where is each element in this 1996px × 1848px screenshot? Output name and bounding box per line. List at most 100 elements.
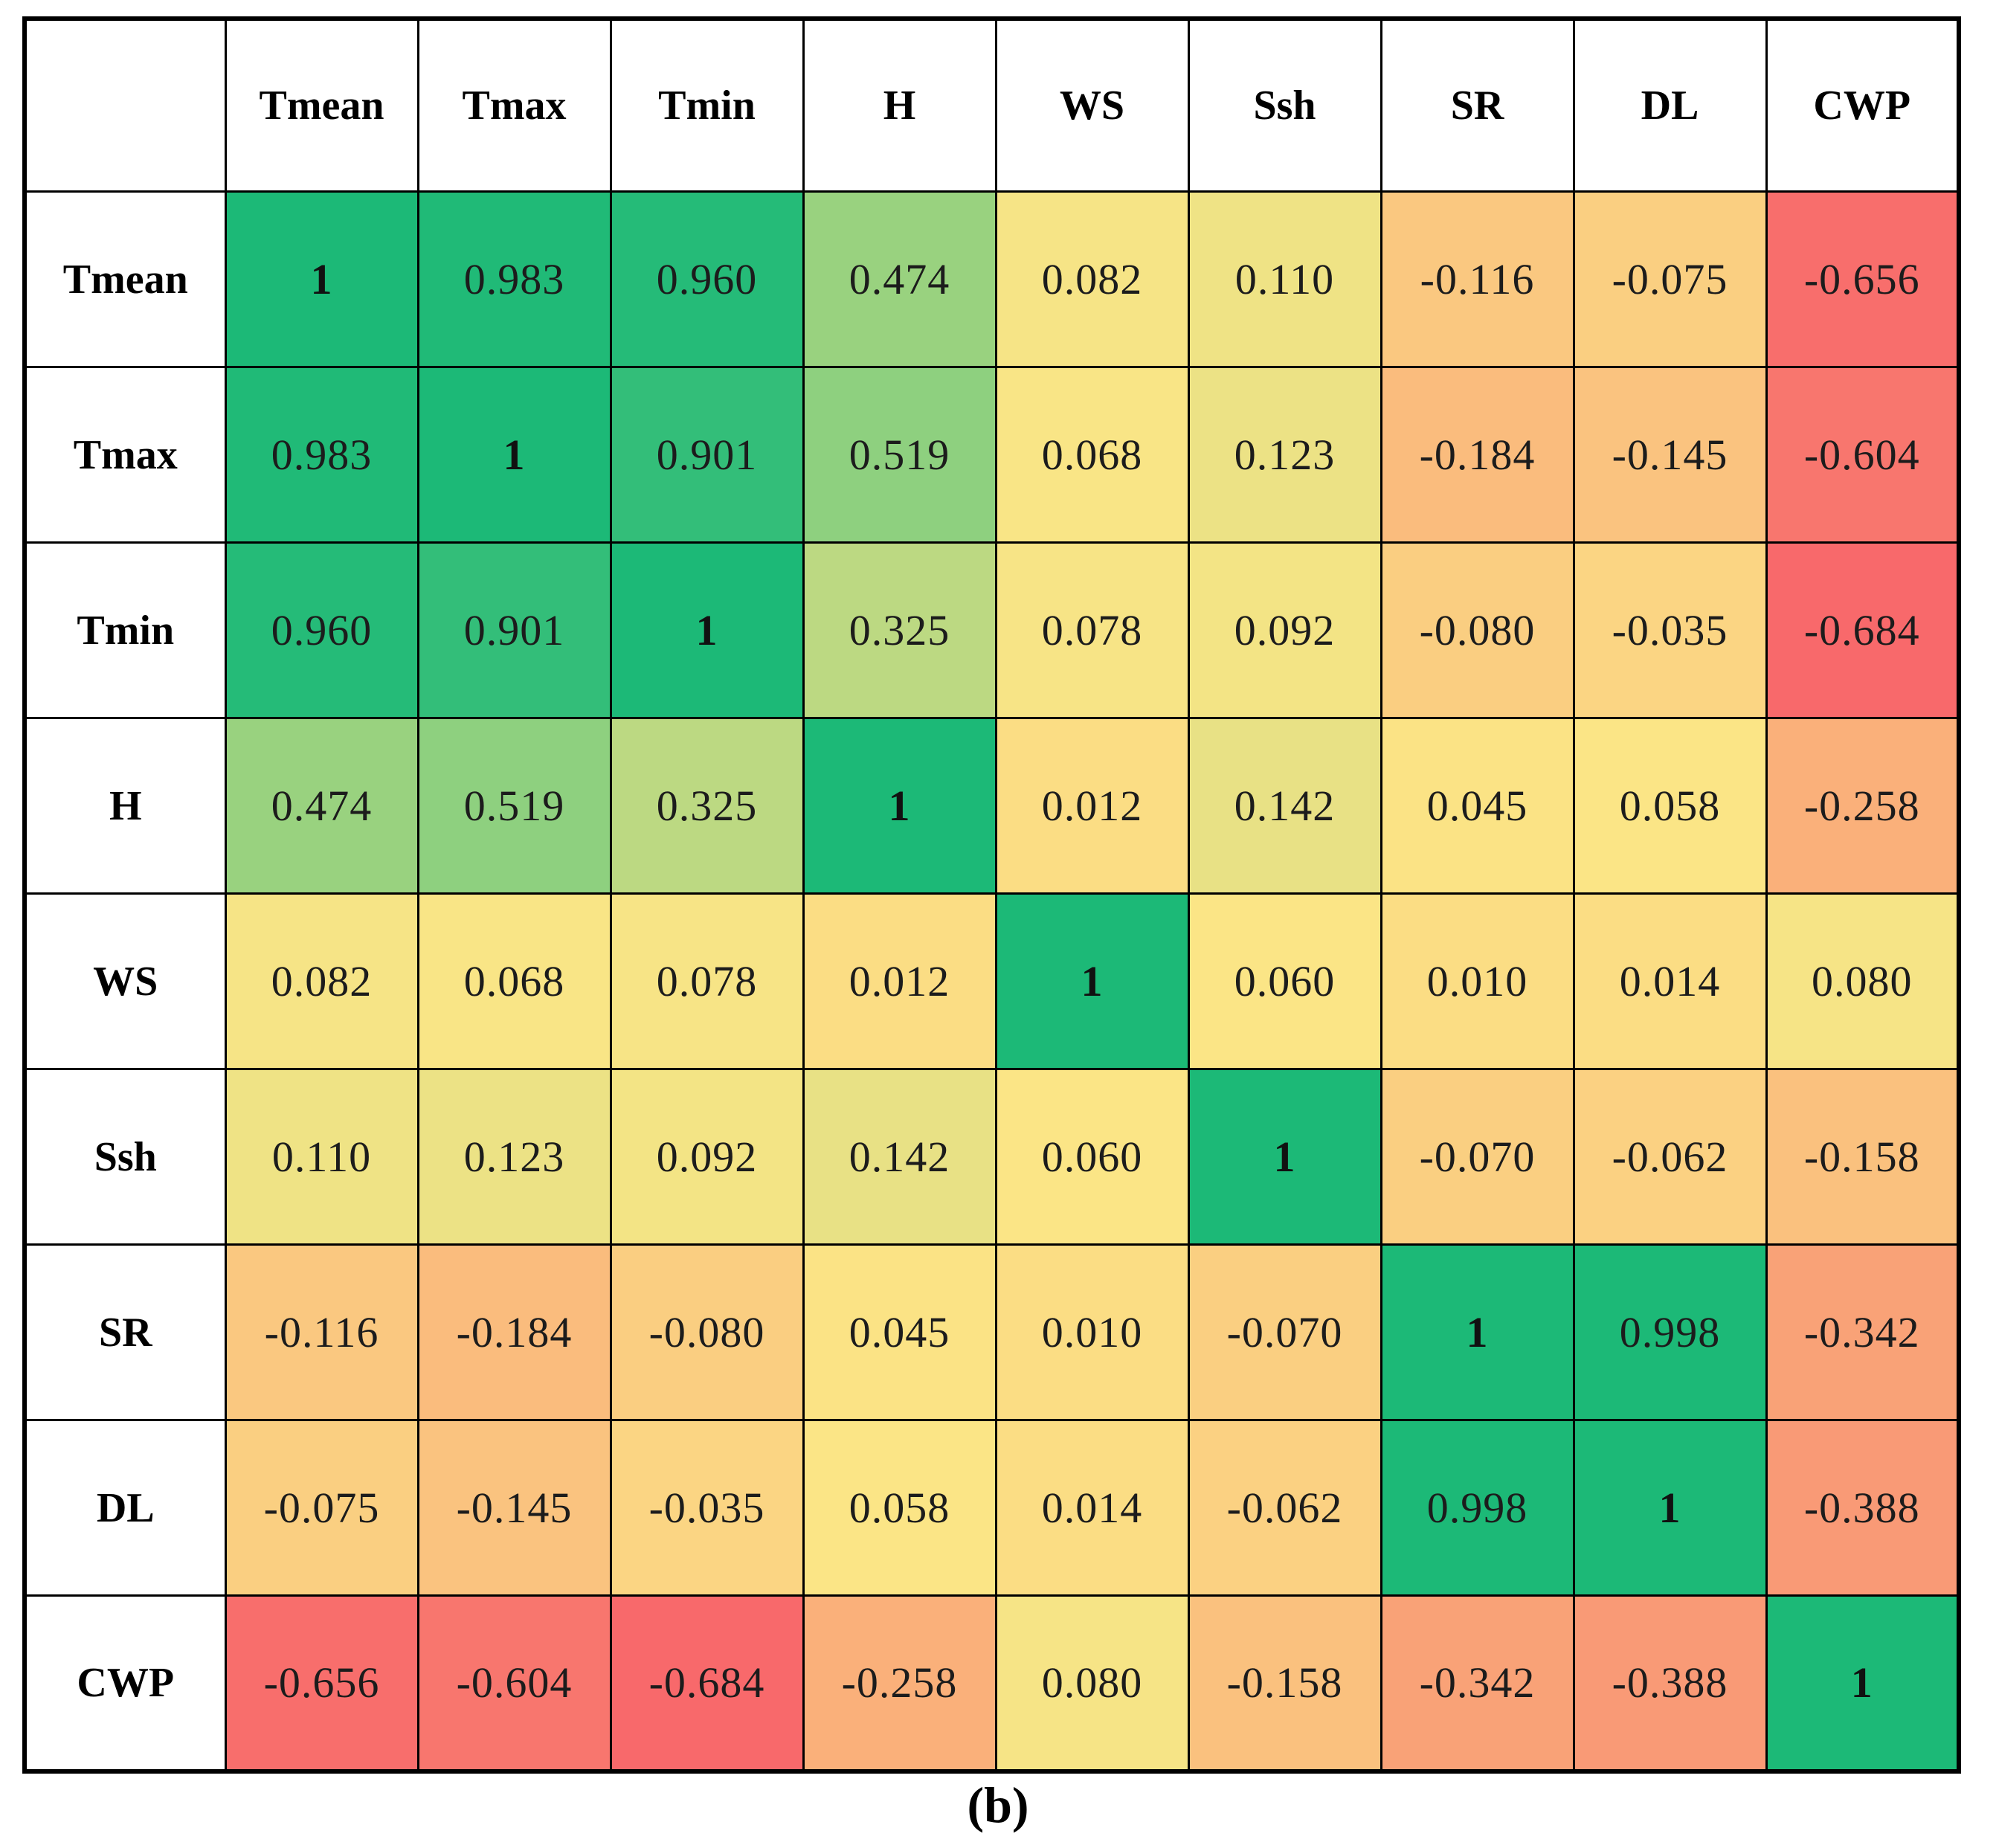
- corner-cell: [23, 17, 227, 193]
- cell-Tmax-Tmean: 0.983: [224, 366, 419, 544]
- cell-DL-CWP: -0.388: [1765, 1419, 1960, 1597]
- cell-Ssh-DL: -0.062: [1572, 1068, 1768, 1246]
- matrix-row-DL: DL -0.075 -0.145 -0.035 0.058 0.014 -0.062 0.99…: [23, 1419, 1960, 1597]
- cell-H-H: 1: [802, 717, 997, 895]
- cell-Tmean-WS: 0.082: [994, 190, 1190, 368]
- row-label-Tmin: Tmin: [23, 541, 227, 719]
- row-label-SR: SR: [23, 1243, 227, 1421]
- cell-Tmax-SR: -0.184: [1380, 366, 1575, 544]
- cell-DL-DL: 1: [1572, 1419, 1768, 1597]
- figure-caption: (b): [967, 1777, 1029, 1833]
- cell-H-WS: 0.012: [994, 717, 1190, 895]
- cell-Tmin-Tmean: 0.960: [224, 541, 419, 719]
- cell-Tmean-DL: -0.075: [1572, 190, 1768, 368]
- cell-WS-Tmean: 0.082: [224, 892, 419, 1070]
- cell-CWP-Ssh: -0.158: [1187, 1594, 1382, 1772]
- cell-Ssh-SR: -0.070: [1380, 1068, 1575, 1246]
- cell-SR-H: 0.045: [802, 1243, 997, 1421]
- cell-CWP-SR: -0.342: [1380, 1594, 1575, 1772]
- cell-DL-Tmean: -0.075: [224, 1419, 419, 1597]
- cell-WS-Ssh: 0.060: [1187, 892, 1382, 1070]
- cell-Tmax-CWP: -0.604: [1765, 366, 1960, 544]
- cell-Tmean-CWP: -0.656: [1765, 190, 1960, 368]
- cell-Ssh-Tmin: 0.092: [609, 1068, 805, 1246]
- cell-WS-Tmin: 0.078: [609, 892, 805, 1070]
- cell-DL-SR: 0.998: [1380, 1419, 1575, 1597]
- cell-Tmin-WS: 0.078: [994, 541, 1190, 719]
- col-header-Ssh: Ssh: [1187, 17, 1382, 193]
- cell-Tmax-WS: 0.068: [994, 366, 1190, 544]
- cell-SR-DL: 0.998: [1572, 1243, 1768, 1421]
- cell-WS-Tmax: 0.068: [416, 892, 612, 1070]
- cell-Tmax-Tmax: 1: [416, 366, 612, 544]
- cell-DL-Tmin: -0.035: [609, 1419, 805, 1597]
- cell-Tmax-H: 0.519: [802, 366, 997, 544]
- cell-Ssh-WS: 0.060: [994, 1068, 1190, 1246]
- cell-H-Tmean: 0.474: [224, 717, 419, 895]
- cell-SR-CWP: -0.342: [1765, 1243, 1960, 1421]
- row-label-Tmean: Tmean: [23, 190, 227, 368]
- cell-Ssh-CWP: -0.158: [1765, 1068, 1960, 1246]
- cell-WS-WS: 1: [994, 892, 1190, 1070]
- cell-Tmin-SR: -0.080: [1380, 541, 1575, 719]
- row-label-CWP: CWP: [23, 1594, 227, 1772]
- cell-WS-H: 0.012: [802, 892, 997, 1070]
- cell-WS-DL: 0.014: [1572, 892, 1768, 1070]
- cell-Tmin-CWP: -0.684: [1765, 541, 1960, 719]
- cell-CWP-H: -0.258: [802, 1594, 997, 1772]
- col-header-Tmean: Tmean: [224, 17, 419, 193]
- cell-Tmax-Tmin: 0.901: [609, 366, 805, 544]
- cell-SR-Tmax: -0.184: [416, 1243, 612, 1421]
- cell-Ssh-Ssh: 1: [1187, 1068, 1382, 1246]
- correlation-matrix-table: Tmean Tmax Tmin H WS Ssh SR DL CWP Tmean 1 0.983 0.9…: [22, 16, 1961, 1774]
- col-header-Tmin: Tmin: [609, 17, 805, 193]
- cell-DL-Ssh: -0.062: [1187, 1419, 1382, 1597]
- row-label-DL: DL: [23, 1419, 227, 1597]
- row-label-WS: WS: [23, 892, 227, 1070]
- cell-Tmean-Tmin: 0.960: [609, 190, 805, 368]
- cell-SR-Tmin: -0.080: [609, 1243, 805, 1421]
- cell-H-Ssh: 0.142: [1187, 717, 1382, 895]
- cell-CWP-Tmax: -0.604: [416, 1594, 612, 1772]
- cell-Tmin-DL: -0.035: [1572, 541, 1768, 719]
- cell-H-SR: 0.045: [1380, 717, 1575, 895]
- cell-Tmax-DL: -0.145: [1572, 366, 1768, 544]
- cell-CWP-Tmean: -0.656: [224, 1594, 419, 1772]
- cell-SR-Ssh: -0.070: [1187, 1243, 1382, 1421]
- matrix-row-WS: WS 0.082 0.068 0.078 0.012 1 0.060 0.010 0.014 0.…: [23, 892, 1960, 1070]
- cell-SR-SR: 1: [1380, 1243, 1575, 1421]
- cell-Ssh-H: 0.142: [802, 1068, 997, 1246]
- cell-Tmin-Tmax: 0.901: [416, 541, 612, 719]
- cell-Tmin-H: 0.325: [802, 541, 997, 719]
- col-header-H: H: [802, 17, 997, 193]
- cell-SR-WS: 0.010: [994, 1243, 1190, 1421]
- row-label-Ssh: Ssh: [23, 1068, 227, 1246]
- cell-DL-WS: 0.014: [994, 1419, 1190, 1597]
- col-header-WS: WS: [994, 17, 1190, 193]
- cell-WS-SR: 0.010: [1380, 892, 1575, 1070]
- col-header-CWP: CWP: [1765, 17, 1960, 193]
- header-row: Tmean Tmax Tmin H WS Ssh SR DL CWP: [23, 17, 1960, 193]
- cell-H-DL: 0.058: [1572, 717, 1768, 895]
- cell-Tmin-Ssh: 0.092: [1187, 541, 1382, 719]
- cell-Tmean-SR: -0.116: [1380, 190, 1575, 368]
- cell-Tmax-Ssh: 0.123: [1187, 366, 1382, 544]
- cell-SR-Tmean: -0.116: [224, 1243, 419, 1421]
- cell-CWP-DL: -0.388: [1572, 1594, 1768, 1772]
- cell-WS-CWP: 0.080: [1765, 892, 1960, 1070]
- matrix-row-SR: SR -0.116 -0.184 -0.080 0.045 0.010 -0.070 1 0.9…: [23, 1243, 1960, 1421]
- matrix-row-Tmax: Tmax 0.983 1 0.901 0.519 0.068 0.123 -0.184 -0.1…: [23, 366, 1960, 544]
- matrix-row-Tmean: Tmean 1 0.983 0.960 0.474 0.082 0.110 -0.116 -0.…: [23, 190, 1960, 368]
- cell-Tmean-Tmax: 0.983: [416, 190, 612, 368]
- col-header-SR: SR: [1380, 17, 1575, 193]
- cell-H-CWP: -0.258: [1765, 717, 1960, 895]
- col-header-Tmax: Tmax: [416, 17, 612, 193]
- cell-Ssh-Tmax: 0.123: [416, 1068, 612, 1246]
- matrix-row-CWP: CWP -0.656 -0.604 -0.684 -0.258 0.080 -0.158 -0…: [23, 1594, 1960, 1772]
- matrix-row-Tmin: Tmin 0.960 0.901 1 0.325 0.078 0.092 -0.080 -0.0…: [23, 541, 1960, 719]
- cell-H-Tmax: 0.519: [416, 717, 612, 895]
- cell-CWP-WS: 0.080: [994, 1594, 1190, 1772]
- cell-CWP-CWP: 1: [1765, 1594, 1960, 1772]
- cell-Tmin-Tmin: 1: [609, 541, 805, 719]
